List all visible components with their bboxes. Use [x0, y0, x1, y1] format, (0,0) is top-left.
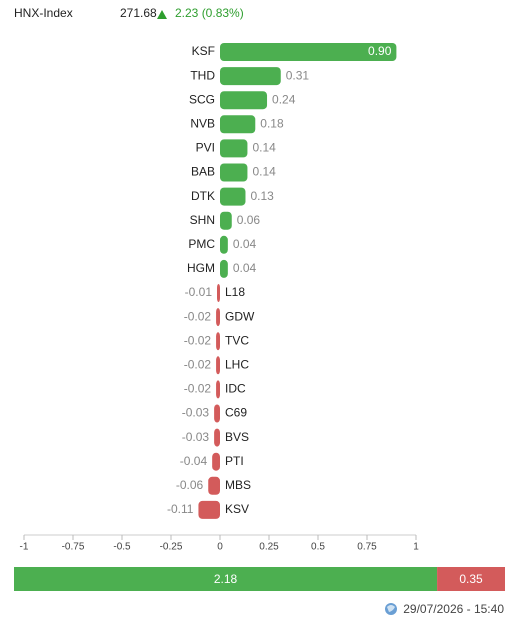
bar — [220, 235, 228, 254]
category-label: LHC — [225, 357, 249, 371]
value-label: 0.04 — [233, 261, 257, 275]
timestamp: 29/07/2026 - 15:40 — [403, 602, 504, 616]
index-name: HNX-Index — [14, 6, 73, 20]
bar — [216, 356, 220, 375]
bar — [220, 67, 281, 86]
category-label: NVB — [190, 116, 215, 130]
category-label: SHN — [190, 213, 215, 227]
category-label: IDC — [225, 382, 246, 396]
category-label: TVC — [225, 333, 249, 347]
x-tick-label: -0.75 — [62, 542, 85, 553]
x-tick-label: 0.75 — [357, 542, 377, 553]
value-label: 0.31 — [286, 68, 310, 82]
bar — [217, 284, 220, 302]
bar — [220, 91, 268, 110]
category-label: HGM — [187, 261, 215, 275]
category-label: MBS — [225, 478, 251, 492]
x-tick-label: -1 — [20, 542, 29, 553]
x-tick-label: 0 — [217, 542, 223, 553]
value-label: -0.04 — [180, 454, 208, 468]
index-value: 271.68 — [120, 6, 157, 20]
bar — [212, 452, 220, 471]
bar — [214, 404, 220, 423]
bar — [220, 211, 232, 230]
bar — [220, 187, 246, 206]
breadth-segment — [437, 567, 505, 591]
value-label: 0.04 — [233, 237, 257, 251]
category-label: SCG — [189, 92, 215, 106]
category-label: KSF — [192, 44, 215, 58]
category-label: L18 — [225, 285, 245, 299]
value-label: -0.11 — [167, 502, 194, 516]
value-label: -0.01 — [185, 285, 213, 299]
breadth-label: 2.18 — [214, 572, 238, 586]
value-label: -0.06 — [176, 478, 204, 492]
bar — [216, 332, 220, 351]
bar — [220, 115, 256, 134]
x-tick-label: -0.5 — [113, 542, 131, 553]
bar — [198, 500, 220, 519]
category-label: BAB — [191, 165, 215, 179]
category-label: C69 — [225, 406, 247, 420]
clock-icon — [385, 603, 397, 615]
category-label: THD — [190, 68, 215, 82]
bar — [220, 43, 397, 61]
value-label: 0.06 — [237, 213, 261, 227]
value-label: -0.02 — [184, 382, 212, 396]
value-label: 0.18 — [260, 116, 284, 130]
up-arrow — [157, 10, 167, 19]
category-label: BVS — [225, 430, 249, 444]
value-label: -0.02 — [184, 357, 212, 371]
value-label: 0.14 — [252, 141, 276, 155]
value-label: -0.03 — [182, 430, 210, 444]
category-label: KSV — [225, 502, 249, 516]
value-label: 0.90 — [368, 44, 392, 58]
breadth-label: 0.35 — [459, 572, 483, 586]
value-label: 0.13 — [250, 189, 274, 203]
index-change: 2.23 (0.83%) — [175, 6, 244, 20]
category-label: PMC — [188, 237, 215, 251]
bar — [220, 139, 248, 158]
bar — [216, 380, 220, 399]
category-label: PTI — [225, 454, 244, 468]
value-label: 0.14 — [252, 165, 276, 179]
x-tick-label: 1 — [413, 542, 419, 553]
bar — [220, 259, 228, 278]
category-label: PVI — [196, 141, 215, 155]
x-tick-label: -0.25 — [160, 542, 183, 553]
category-label: DTK — [191, 189, 215, 203]
x-tick-label: 0.5 — [311, 542, 325, 553]
category-label: GDW — [225, 309, 255, 323]
breadth-segment — [14, 567, 438, 591]
bar — [216, 308, 220, 327]
bar — [208, 476, 220, 495]
bar — [214, 428, 220, 447]
value-label: -0.02 — [184, 309, 212, 323]
bar — [220, 163, 248, 182]
x-tick-label: 0.25 — [259, 542, 279, 553]
value-label: -0.02 — [184, 333, 212, 347]
value-label: 0.24 — [272, 92, 296, 106]
value-label: -0.03 — [182, 406, 210, 420]
